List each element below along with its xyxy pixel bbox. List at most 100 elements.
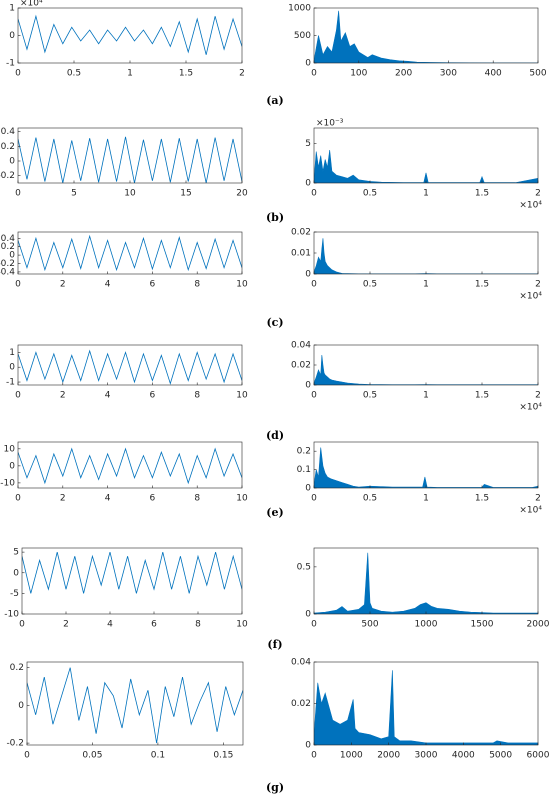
signal-line xyxy=(18,136,242,183)
x-tick-label: 2 xyxy=(535,189,541,199)
y-tick-label: 0.01 xyxy=(291,249,311,259)
y-tick-label: 0 xyxy=(305,270,311,280)
y-tick-label: 5 xyxy=(13,548,19,558)
x-tick-label: 500 xyxy=(529,69,546,79)
y-tick-label: 0.5 xyxy=(297,562,311,572)
x-tick-label: 0 xyxy=(15,189,21,199)
y-tick-label: 0.2 xyxy=(1,242,15,252)
y-tick-label: 0 xyxy=(9,363,15,373)
x-tick-label: 1.5 xyxy=(475,494,489,504)
y-tick-label: -0.2 xyxy=(0,171,15,181)
x-tick-label: 4 xyxy=(105,280,111,290)
y-tick-label: 0.4 xyxy=(1,127,16,137)
y-tick-label: 0.2 xyxy=(1,142,15,152)
x-tick-label: 2 xyxy=(239,69,245,79)
y-tick-label: 1000 xyxy=(288,4,311,14)
y-tick-label: 0 xyxy=(9,31,15,41)
panel-label: (f) xyxy=(267,638,282,651)
x-tick-label: 0 xyxy=(311,69,317,79)
spectrum-area xyxy=(314,670,538,745)
y-tick-label: 0 xyxy=(305,741,311,751)
x-tick-label: 4000 xyxy=(452,751,475,761)
axes-box xyxy=(26,661,244,746)
x-tick-label: 0.5 xyxy=(67,69,81,79)
x-tick-label: 1000 xyxy=(415,620,438,630)
axes-box xyxy=(313,344,539,386)
x-tick-label: 2 xyxy=(63,620,69,630)
panel-label: (c) xyxy=(266,316,283,329)
y-tick-label: -10 xyxy=(0,478,15,488)
x-tick-label: 8 xyxy=(195,620,201,630)
x-tick-label: 0 xyxy=(311,751,317,761)
y-tick-label: 10 xyxy=(4,444,16,454)
panel-label: (g) xyxy=(266,781,284,794)
y-tick-label: 0 xyxy=(305,381,311,391)
y-tick-label: -0.2 xyxy=(6,739,24,749)
x-tick-label: 2000 xyxy=(527,620,550,630)
x-exponent: ×10⁴ xyxy=(519,403,542,413)
y-tick-label: 0 xyxy=(18,701,24,711)
y-tick-label: 1 xyxy=(9,348,15,358)
x-tick-label: 100 xyxy=(350,69,367,79)
x-tick-label: 0 xyxy=(311,280,317,290)
axes-box xyxy=(17,127,243,184)
x-tick-label: 1.5 xyxy=(179,69,193,79)
y-tick-label: 0 xyxy=(305,179,311,189)
x-tick-label: 0 xyxy=(19,620,25,630)
x-tick-label: 1 xyxy=(423,280,429,290)
x-tick-label: 10 xyxy=(124,189,136,199)
y-tick-label: 1 xyxy=(9,4,15,14)
x-tick-label: 0 xyxy=(311,620,317,630)
y-tick-label: 0.04 xyxy=(291,658,311,668)
panel-label: (a) xyxy=(266,94,284,107)
x-tick-label: 1 xyxy=(127,69,133,79)
x-tick-label: 10 xyxy=(236,391,248,401)
x-tick-label: 2 xyxy=(60,494,66,504)
y-tick-label: 0.2 xyxy=(10,663,24,673)
x-tick-label: 5 xyxy=(71,189,77,199)
x-tick-label: 0.5 xyxy=(363,280,377,290)
x-tick-label: 0.1 xyxy=(151,751,165,761)
x-tick-label: 0 xyxy=(311,494,317,504)
y-tick-label: 0 xyxy=(9,461,15,471)
x-tick-label: 4 xyxy=(105,391,111,401)
axes-box xyxy=(17,344,243,386)
y-tick-label: -1 xyxy=(6,59,15,69)
spectrum-area xyxy=(314,447,538,488)
x-tick-label: 1000 xyxy=(340,751,363,761)
x-tick-label: 2 xyxy=(535,280,541,290)
y-exponent: ×10⁴ xyxy=(20,0,43,9)
x-tick-label: 3000 xyxy=(415,751,438,761)
panel-label: (e) xyxy=(266,506,283,519)
x-tick-label: 0.5 xyxy=(363,494,377,504)
spectrum-area xyxy=(314,10,538,63)
y-exponent: ×10⁻³ xyxy=(316,119,344,129)
x-tick-label: 10 xyxy=(236,620,248,630)
y-tick-label: -10 xyxy=(4,610,19,620)
y-tick-label: 0.04 xyxy=(291,341,311,351)
x-tick-label: 0.15 xyxy=(213,751,233,761)
x-tick-label: 10 xyxy=(236,280,248,290)
y-tick-label: 0 xyxy=(9,157,15,167)
x-exponent: ×10⁴ xyxy=(519,292,542,302)
x-tick-label: 2 xyxy=(535,494,541,504)
x-tick-label: 0 xyxy=(311,391,317,401)
x-tick-label: 0.5 xyxy=(363,189,377,199)
y-tick-label: 0 xyxy=(305,59,311,69)
y-tick-label: 5 xyxy=(305,139,311,149)
signal-line xyxy=(18,234,242,272)
x-tick-label: 2 xyxy=(60,391,66,401)
panel-label: (d) xyxy=(266,429,284,442)
spectrum-area xyxy=(314,149,538,183)
x-exponent: ×10⁴ xyxy=(519,201,542,211)
axes-box xyxy=(17,441,243,489)
x-tick-label: 200 xyxy=(395,69,412,79)
x-tick-label: 300 xyxy=(440,69,457,79)
y-tick-label: 0.02 xyxy=(291,228,311,238)
y-tick-label: 0.1 xyxy=(297,465,311,475)
signal-line xyxy=(27,667,243,744)
x-tick-label: 0.5 xyxy=(363,391,377,401)
signal-line xyxy=(22,552,242,594)
x-tick-label: 10 xyxy=(236,494,248,504)
